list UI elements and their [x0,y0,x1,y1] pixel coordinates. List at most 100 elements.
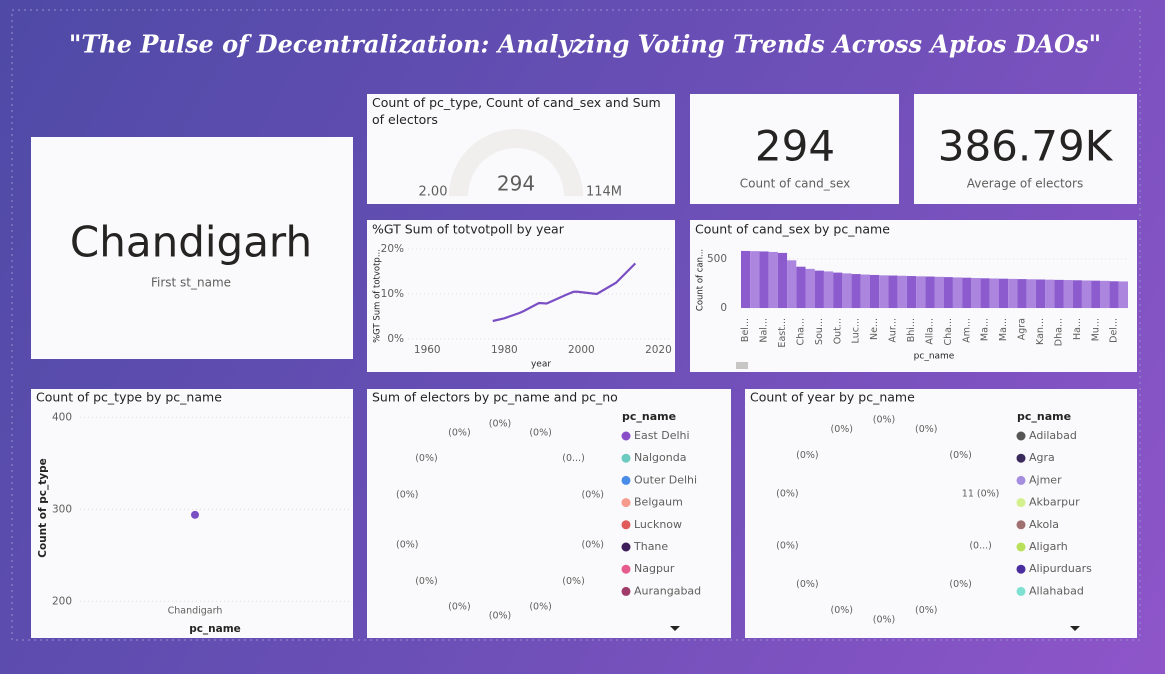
bar [879,275,889,308]
bar [962,277,972,308]
bar [1100,280,1110,308]
bar [916,276,926,308]
scrollbar[interactable] [736,362,748,369]
x-tick-label: Ha... [1072,318,1083,340]
canvas-border [11,9,1141,641]
bar [1081,280,1092,308]
data-label: (0%) [396,490,418,501]
legend-label: Nagpur [634,562,675,575]
data-label: (0%) [562,576,584,587]
legend-swatch [621,520,631,530]
chart-title: Count of cand_sex by pc_name [695,222,890,237]
data-label: (0%) [489,611,511,622]
card-label: First st_name [151,276,231,290]
data-label: (0%) [448,602,470,613]
panel [690,94,899,204]
legend-swatch [1016,475,1026,485]
data-label: (0...) [969,540,992,551]
legend-label: Agra [1029,451,1055,464]
x-tick-label: Ma... [998,318,1009,341]
bar [1054,279,1064,308]
x-tick-label: Cha... [795,318,806,346]
panel [690,220,1137,372]
x-axis-label: pc_name [189,623,241,635]
bar [934,276,944,308]
x-tick-label: Bhi... [906,318,917,342]
chart-title: Sum of electors by pc_name and pc_no [372,390,618,405]
legend-swatch [1016,453,1026,463]
x-tick-label: East... [777,318,788,348]
data-label: (0%) [448,427,470,438]
data-label: (0%) [489,419,511,430]
bar [1109,281,1119,308]
legend-more[interactable] [670,626,680,631]
panel [31,137,353,359]
legend-label: Outer Delhi [634,473,697,486]
legend-more[interactable] [1070,626,1080,631]
bar [796,266,806,308]
data-label: (0%) [581,539,603,550]
x-tick-label: Ma... [980,318,991,341]
legend-label: Aligarh [1029,540,1068,553]
bar [999,278,1009,308]
gauge-value: 294 [497,172,535,196]
data-label: (0%) [581,490,603,501]
legend-label: East Delhi [634,429,690,442]
bar [787,260,797,308]
data-label: 11 (0%) [962,489,1000,500]
chart-title: Count of year by pc_name [750,390,915,405]
bar [943,277,953,308]
legend-swatch [621,542,631,552]
bar [777,252,788,308]
bar [1017,279,1027,308]
legend-title: pc_name [1017,410,1071,423]
point [191,510,199,519]
data-label: (0%) [396,539,418,550]
legend-label: Thane [633,540,668,553]
data-label: (0%) [873,615,895,626]
bar [851,274,861,308]
x-tick-label: 1980 [491,344,518,356]
bar [1045,279,1055,308]
y-tick-label: 0% [387,333,404,345]
chart-title: Count of pc_type, Count of cand_sex and … [372,95,661,127]
legend-swatch [621,586,631,596]
bar [750,251,760,308]
legend-swatch [1016,520,1026,530]
panel [31,389,353,638]
legend-swatch [621,431,631,441]
y-axis-label: Count of can... [696,249,706,311]
data-label: (0%) [529,602,551,613]
x-tick-label: 2000 [568,344,595,356]
x-tick-label: Nal... [759,318,770,343]
bar [741,250,751,308]
legend-label: Allahabad [1029,584,1084,597]
legend-swatch [1016,431,1026,441]
data-label: (0%) [776,489,798,500]
legend-label: Nalgonda [634,451,686,464]
chart-title: %GT Sum of totvotpoll by year [372,222,565,237]
x-tick-label: Am... [961,318,972,343]
bar [989,278,999,308]
data-label: (0%) [830,424,852,435]
bar [952,277,963,308]
x-tick-label: Kan... [1035,318,1046,345]
bar [897,275,907,308]
bar [906,276,917,308]
data-label: (0%) [415,453,437,464]
gauge-min: 2.00 [419,185,448,200]
x-tick-label: Agra [1017,318,1028,340]
legend-label: Akola [1029,518,1059,531]
y-tick-label: 300 [52,503,72,515]
bar [814,270,824,308]
x-tick-label: 1960 [414,344,441,356]
bar [768,251,778,308]
bar [805,268,815,308]
legend-title: pc_name [622,410,676,423]
bar [759,251,769,308]
x-tick-label: Sou... [814,318,825,345]
legend-swatch [1016,564,1026,574]
legend-label: Akbarpur [1029,496,1080,509]
data-label: (0%) [949,579,971,590]
